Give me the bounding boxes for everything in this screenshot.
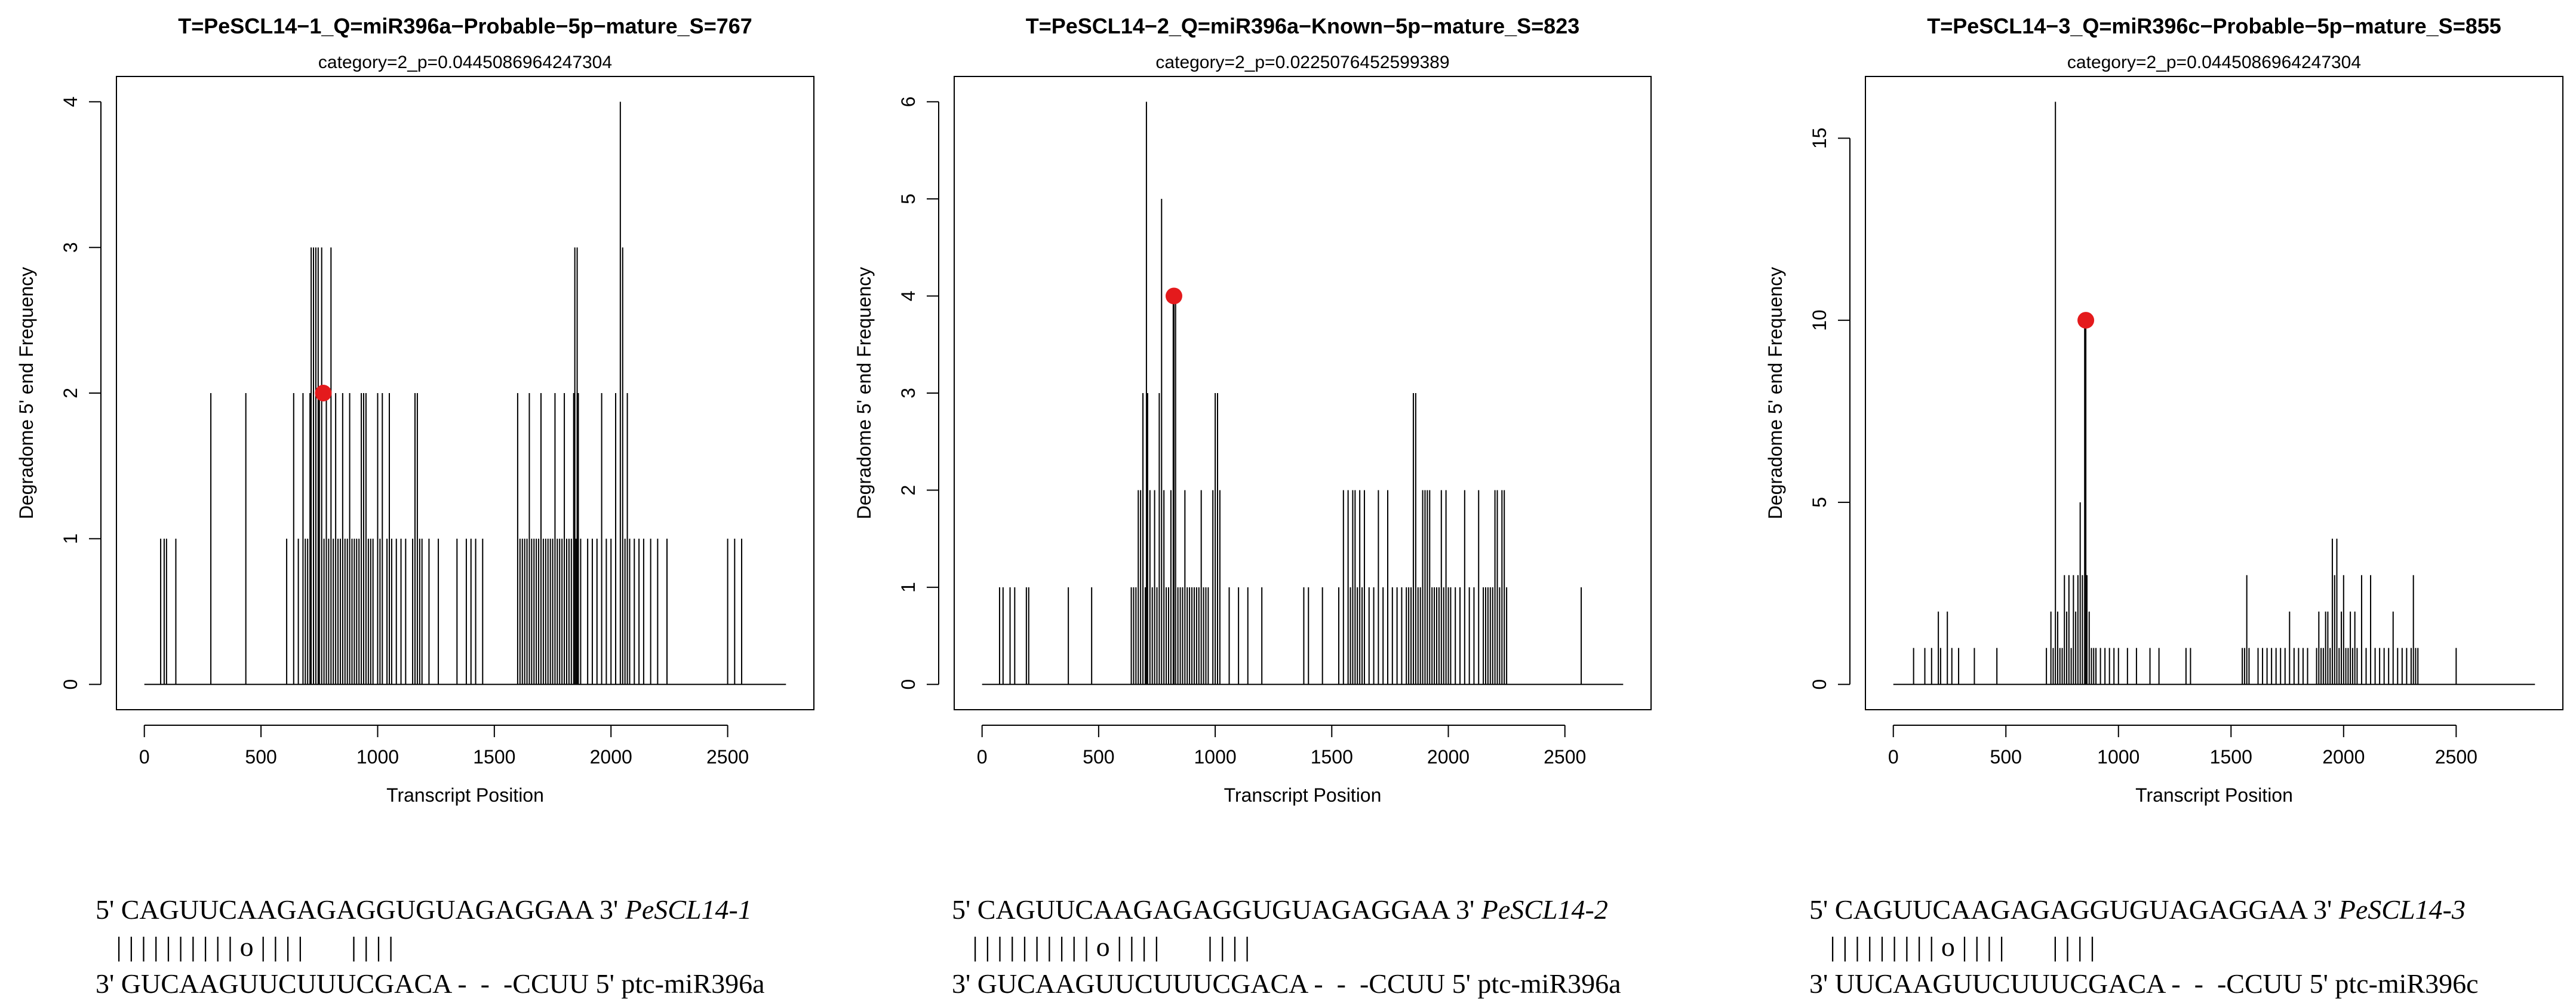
mirna-sequence-line: 3' GUCAAGUUCUUUCGACA - - -CCUU 5' ptc-mi… bbox=[952, 968, 1621, 999]
y-tick-label: 4 bbox=[60, 97, 81, 108]
plot-frame bbox=[1865, 76, 2563, 710]
target-gene-name: PeSCL14-2 bbox=[1481, 894, 1608, 925]
y-tick-label: 5 bbox=[897, 194, 919, 204]
y-tick-label: 5 bbox=[1809, 497, 1830, 508]
cleavage-site-marker bbox=[1165, 287, 1182, 305]
x-tick-label: 2500 bbox=[706, 746, 749, 768]
chart-subtitle: category=2_p=0.0225076452599389 bbox=[1155, 53, 1449, 72]
y-tick-label: 6 bbox=[897, 97, 919, 108]
y-tick-label: 1 bbox=[60, 533, 81, 544]
y-tick-label: 3 bbox=[60, 242, 81, 253]
y-tick-label: 15 bbox=[1809, 128, 1830, 149]
pairing-line: | | | | | | | | | o | | | | | | | | bbox=[1809, 931, 2095, 962]
target-sequence: 5' CAGUUCAAGAGAGGUGUAGAGGAA 3' bbox=[96, 894, 625, 925]
chart-title: T=PeSCL14−1_Q=miR396a−Probable−5p−mature… bbox=[178, 14, 752, 38]
x-tick-label: 500 bbox=[1990, 746, 2022, 768]
x-tick-label: 2500 bbox=[2435, 746, 2477, 768]
y-tick-label: 10 bbox=[1809, 309, 1830, 331]
mirna-sequence-line: 3' GUCAAGUUCUUUCGACA - - -CCUU 5' ptc-mi… bbox=[96, 968, 765, 999]
target-sequence-line: 5' CAGUUCAAGAGAGGUGUAGAGGAA 3' PeSCL14-1 bbox=[96, 894, 752, 925]
x-axis-label: Transcript Position bbox=[386, 784, 544, 806]
x-tick-label: 2000 bbox=[1427, 746, 1470, 768]
x-tick-label: 1500 bbox=[473, 746, 515, 768]
y-tick-label: 2 bbox=[60, 388, 81, 398]
plot-frame bbox=[116, 76, 814, 710]
degradome-plots: T=PeSCL14−1_Q=miR396a−Probable−5p−mature… bbox=[16, 14, 2563, 806]
y-tick-label: 2 bbox=[897, 485, 919, 496]
x-axis-label: Transcript Position bbox=[1224, 784, 1382, 806]
x-tick-label: 1500 bbox=[2210, 746, 2252, 768]
x-tick-label: 2500 bbox=[1544, 746, 1586, 768]
chart-subtitle: category=2_p=0.0445086964247304 bbox=[318, 53, 612, 72]
y-tick-label: 0 bbox=[60, 679, 81, 690]
pairing-line: | | | | | | | | | | o | | | | | | | | bbox=[952, 931, 1250, 962]
x-tick-label: 500 bbox=[245, 746, 276, 768]
chart-subtitle: category=2_p=0.0445086964247304 bbox=[2067, 53, 2361, 72]
target-sequence-line: 5' CAGUUCAAGAGAGGUGUAGAGGAA 3' PeSCL14-2 bbox=[952, 894, 1608, 925]
target-sequence: 5' CAGUUCAAGAGAGGUGUAGAGGAA 3' bbox=[1809, 894, 2339, 925]
x-tick-label: 0 bbox=[139, 746, 150, 768]
x-tick-label: 1000 bbox=[356, 746, 399, 768]
cleavage-site-marker bbox=[315, 385, 332, 401]
target-sequence: 5' CAGUUCAAGAGAGGUGUAGAGGAA 3' bbox=[952, 894, 1481, 925]
plot-frame bbox=[954, 76, 1652, 710]
y-tick-label: 1 bbox=[897, 582, 919, 593]
y-tick-label: 0 bbox=[897, 679, 919, 690]
target-sequence-line: 5' CAGUUCAAGAGAGGUGUAGAGGAA 3' PeSCL14-3 bbox=[1809, 894, 2466, 925]
pairing-line: | | | | | | | | | | o | | | | | | | | bbox=[96, 931, 394, 962]
target-gene-name: PeSCL14-3 bbox=[2338, 894, 2466, 925]
y-axis-label: Degradome 5' end Frequency bbox=[853, 267, 875, 519]
cleavage-site-marker bbox=[2077, 312, 2095, 329]
x-tick-label: 2000 bbox=[2322, 746, 2365, 768]
x-tick-label: 0 bbox=[977, 746, 988, 768]
target-gene-name: PeSCL14-1 bbox=[625, 894, 752, 925]
x-axis-label: Transcript Position bbox=[2135, 784, 2293, 806]
y-axis-label: Degradome 5' end Frequency bbox=[1765, 267, 1786, 519]
mirna-sequence-line: 3' UUCAAGUUCUUUCGACA - - -CCUU 5' ptc-mi… bbox=[1809, 968, 2479, 999]
y-tick-label: 3 bbox=[897, 388, 919, 398]
x-tick-label: 1500 bbox=[1311, 746, 1353, 768]
y-axis-label: Degradome 5' end Frequency bbox=[16, 267, 37, 519]
chart-title: T=PeSCL14−3_Q=miR396c−Probable−5p−mature… bbox=[1927, 14, 2501, 38]
x-tick-label: 2000 bbox=[590, 746, 632, 768]
chart-title: T=PeSCL14−2_Q=miR396a−Known−5p−mature_S=… bbox=[1026, 14, 1580, 38]
x-tick-label: 500 bbox=[1083, 746, 1114, 768]
y-tick-label: 4 bbox=[897, 291, 919, 302]
y-tick-label: 0 bbox=[1809, 679, 1830, 690]
x-tick-label: 1000 bbox=[1194, 746, 1237, 768]
x-tick-label: 1000 bbox=[2097, 746, 2140, 768]
x-tick-label: 0 bbox=[1888, 746, 1899, 768]
